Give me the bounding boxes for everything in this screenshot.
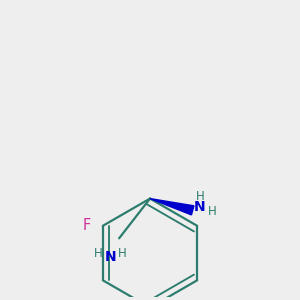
Text: H: H <box>208 205 216 218</box>
Text: H: H <box>94 247 103 260</box>
Text: H: H <box>196 190 204 203</box>
Text: F: F <box>82 218 91 233</box>
Text: N: N <box>194 200 206 214</box>
Text: H: H <box>118 247 126 260</box>
Polygon shape <box>150 199 194 215</box>
Text: N: N <box>104 250 116 265</box>
